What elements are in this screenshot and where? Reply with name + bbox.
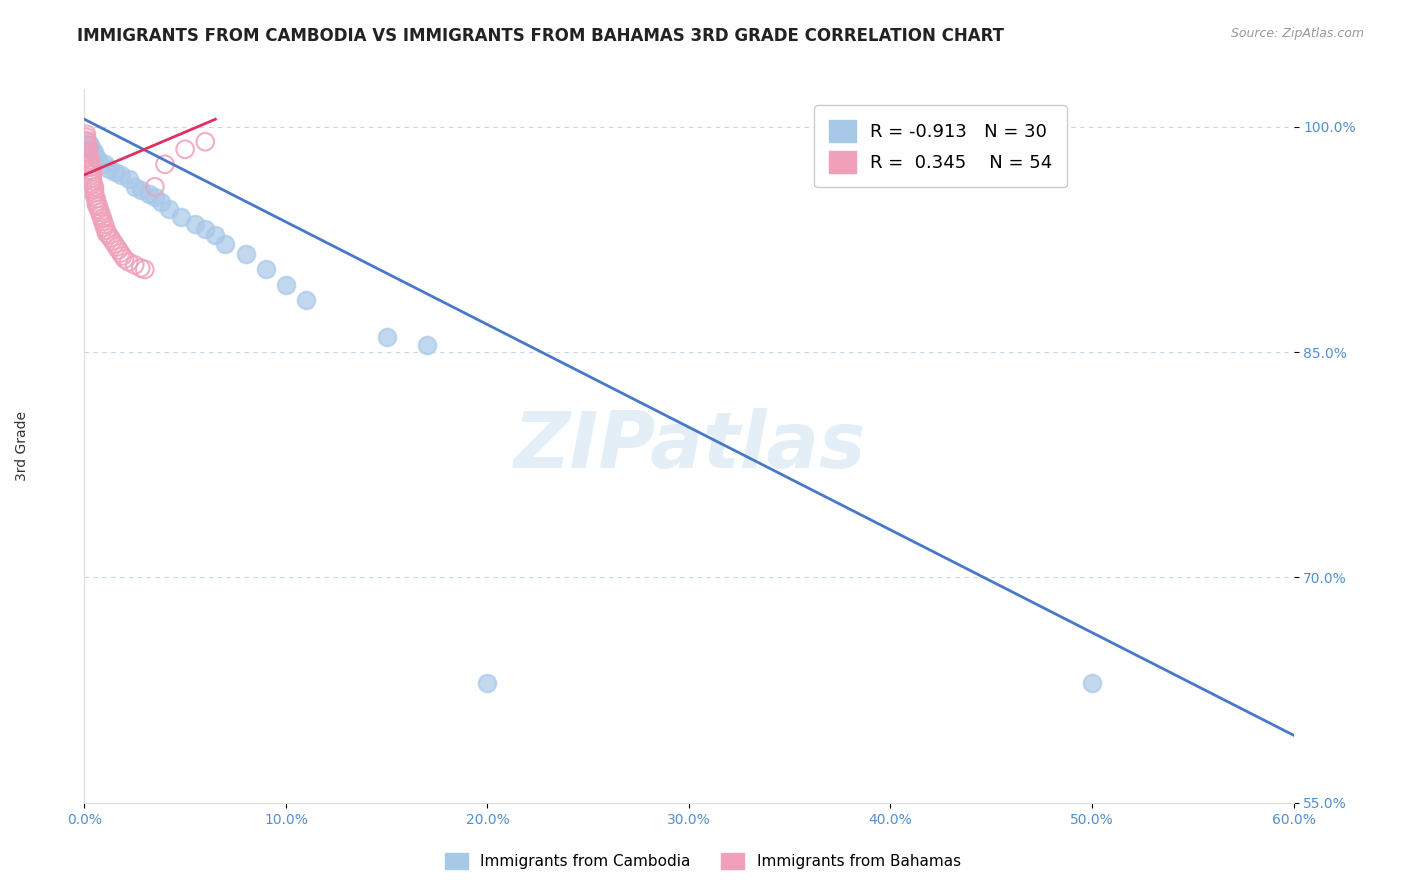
Point [82,170,104,185]
Point [416,337,439,351]
Text: IMMIGRANTS FROM CAMBODIA VS IMMIGRANTS FROM BAHAMAS 3RD GRADE CORRELATION CHART: IMMIGRANTS FROM CAMBODIA VS IMMIGRANTS F… [77,27,1004,45]
Point [75,137,97,152]
Point [79,153,101,167]
Point [83,179,105,194]
Point [375,330,398,344]
Point [153,157,176,171]
Point [124,179,146,194]
Y-axis label: 3rd Grade: 3rd Grade [15,411,28,481]
Point [93,218,115,232]
Point [75,133,97,147]
Point [75,130,97,145]
Point [143,179,166,194]
Point [105,240,128,254]
Point [82,174,104,188]
Point [184,218,207,232]
Point [79,161,101,175]
Point [114,252,136,266]
Point [75,128,97,142]
Point [274,277,297,292]
Point [104,165,127,179]
Point [89,208,111,222]
Point [107,243,129,257]
Point [134,262,156,277]
Point [110,246,132,260]
Point [118,172,141,186]
Point [143,190,166,204]
Point [87,199,110,213]
Point [101,234,124,248]
Point [87,153,110,167]
Point [194,222,217,236]
Point [477,675,499,690]
Point [83,186,105,200]
Point [214,236,236,251]
Point [118,255,141,269]
Point [86,198,108,212]
Point [100,231,122,245]
Point [79,137,101,152]
Point [1081,675,1104,690]
Point [295,293,318,307]
Point [129,183,152,197]
Point [138,187,160,202]
Point [82,168,104,182]
Point [111,249,134,263]
Text: ZIPatlas: ZIPatlas [513,408,865,484]
Point [110,168,132,182]
Point [104,236,127,251]
Point [86,194,108,209]
Point [91,211,114,226]
Point [124,258,146,272]
Point [75,135,97,149]
Point [235,247,257,261]
Point [77,135,100,149]
Point [194,135,217,149]
Point [82,177,104,191]
Point [83,145,105,160]
Point [93,157,115,171]
Point [157,202,180,217]
Point [170,210,193,224]
Point [149,194,172,209]
Point [79,157,101,171]
Point [204,227,226,242]
Point [83,189,105,203]
Point [77,139,100,153]
Point [83,183,105,197]
Point [97,227,120,242]
Point [86,150,108,164]
Point [129,260,152,275]
Point [79,156,101,170]
Point [93,220,115,235]
Point [174,142,197,156]
Point [77,142,100,156]
Point [86,192,108,206]
Point [77,145,100,160]
Point [89,205,111,219]
Point [77,146,100,161]
Legend: Immigrants from Cambodia, Immigrants from Bahamas: Immigrants from Cambodia, Immigrants fro… [439,847,967,875]
Point [96,223,118,237]
Point [97,161,120,176]
Point [91,214,114,228]
Text: Source: ZipAtlas.com: Source: ZipAtlas.com [1230,27,1364,40]
Point [82,165,104,179]
Legend: R = -0.913   N = 30, R =  0.345    N = 54: R = -0.913 N = 30, R = 0.345 N = 54 [814,105,1067,187]
Point [87,202,110,217]
Point [96,227,118,241]
Point [82,142,104,156]
Point [79,163,101,178]
Point [254,262,277,277]
Point [77,150,100,164]
